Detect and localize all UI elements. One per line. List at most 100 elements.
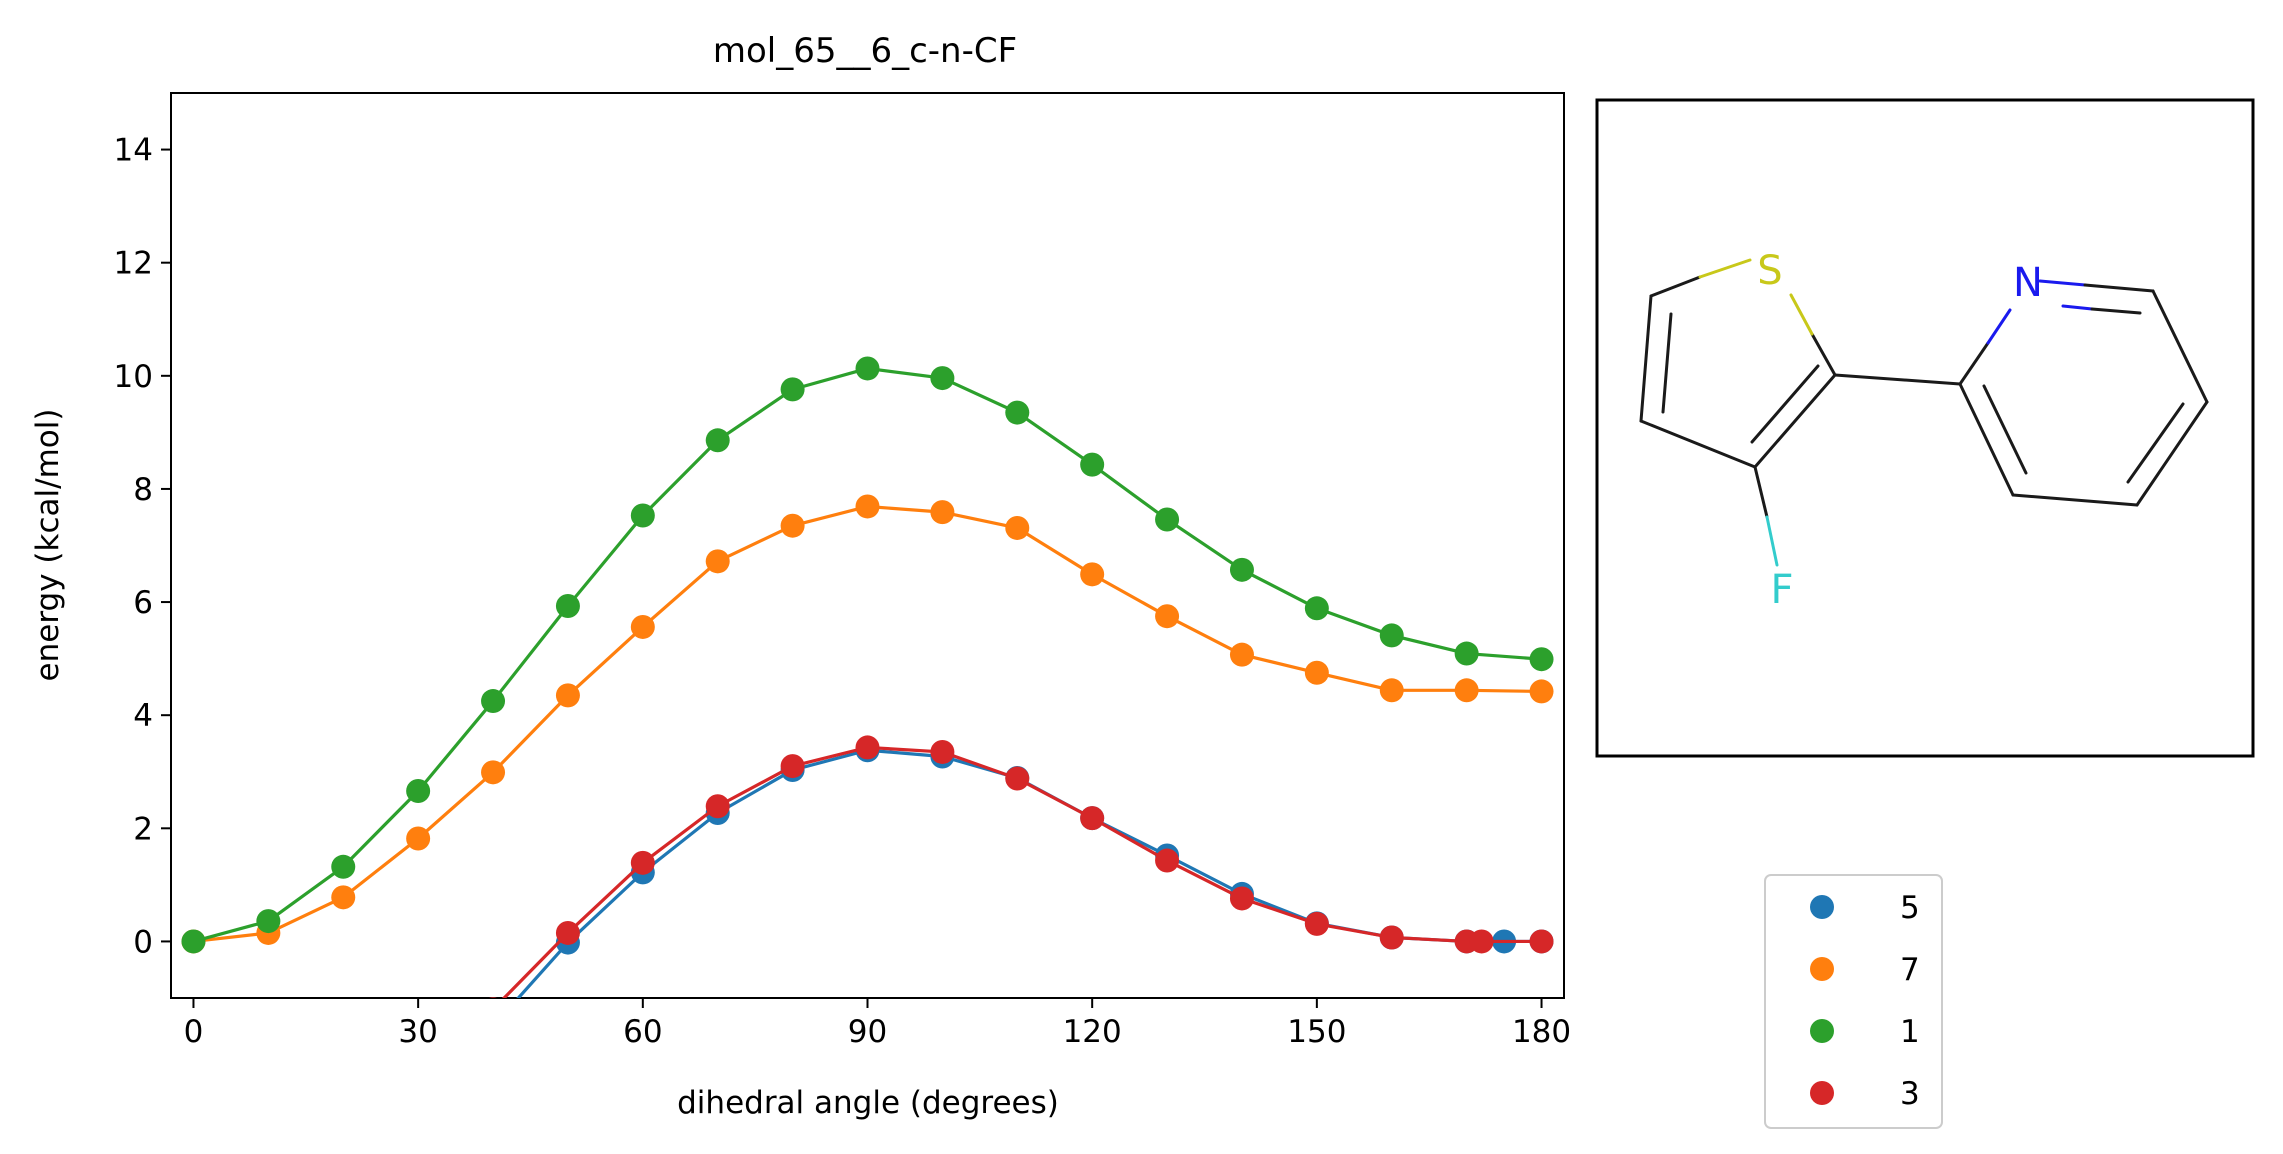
y-axis-label: energy (kcal/mol) [30,409,66,682]
y-tick-label: 10 [114,359,153,395]
y-tick-label: 14 [114,133,153,169]
y-tick-label: 8 [133,472,153,508]
atom-f-label: F [1770,567,1793,613]
data-point [331,885,356,910]
bond-n-c6-b [2083,283,2155,293]
molecule-frame [1595,98,2255,758]
data-point [1379,925,1404,950]
bond-c5p-c4p [2135,400,2209,507]
legend-marker [1810,895,1834,919]
data-point [331,854,356,879]
data-point [1005,515,1030,540]
y-tick-label: 12 [114,246,153,282]
chart-title: mol_65__6_c-n-CF [713,31,1017,71]
data-point [406,826,431,851]
y-tick-label: 0 [133,924,153,960]
data-point [1229,557,1254,582]
bond-c2-s [1810,332,1837,377]
bond-c3-f [1753,465,1769,519]
data-point [1005,766,1030,791]
bond-c5-c4 [1639,294,1653,423]
data-point [1304,596,1329,621]
y-axis: 0 2 4 6 8 10 12 14 [114,133,171,960]
bond-c5p-c4p-double [2126,402,2185,484]
data-point [1304,911,1329,936]
data-point [780,513,805,538]
legend-label: 1 [1900,1014,1920,1050]
bond-c2p-n [1958,341,1990,386]
data-point [489,997,498,998]
bond-s-c5-colored [1698,258,1752,279]
data-point [705,794,730,819]
data-point [1529,929,1554,954]
y-tick-label: 6 [133,585,153,621]
data-point [1229,642,1254,667]
data-point [930,366,955,391]
x-tick-label: 120 [1063,1014,1122,1050]
data-point [780,754,805,779]
data-point [1080,452,1105,477]
legend-label: 7 [1900,952,1920,988]
x-tick-label: 60 [623,1014,662,1050]
molecule-bonds [1639,258,2209,567]
data-point [630,503,655,528]
data-point [1080,806,1105,831]
bond-c3-c2-double [1750,364,1820,444]
data-point [181,929,206,954]
bond-c5-c4-double [1661,312,1673,414]
data-point [705,428,730,453]
y-tick-label: 4 [133,698,153,734]
data-point [1529,679,1554,704]
data-point [630,614,655,639]
bond-c4p-c3p [2011,493,2139,507]
series-3 [489,735,1554,998]
data-point [855,494,880,519]
bond-c3p-c2p-double [1982,384,2028,475]
data-point [930,739,955,764]
molecule-structure: S N F [1595,98,2255,758]
data-point [1155,848,1180,873]
data-point [481,760,506,785]
data-point [406,778,431,803]
legend-frame [1764,874,1943,1129]
data-point [1304,660,1329,685]
data-point [555,920,580,945]
data-point [855,735,880,760]
data-point [1469,929,1494,954]
data-point [1080,562,1105,587]
x-tick-label: 30 [398,1014,437,1050]
x-tick-label: 0 [184,1014,204,1050]
data-point [481,689,506,714]
data-point [1529,647,1554,672]
bond-c6-c5p [2151,289,2209,404]
data-point [1155,604,1180,629]
data-point [855,356,880,381]
data-point [705,549,730,574]
data-point [555,683,580,708]
data-point [1454,641,1479,666]
data-point [555,594,580,619]
x-tick-label: 150 [1287,1014,1346,1050]
legend-marker [1810,1081,1834,1105]
atom-s-label: S [1757,248,1782,294]
data-point [780,377,805,402]
legend: 5 7 1 3 [1764,874,1943,1129]
bond-c3-c2 [1753,373,1837,469]
legend-marker [1810,1019,1834,1043]
data-point [481,1014,505,1038]
x-axis-label: dihedral angle (degrees) [677,1085,1059,1121]
data-point [1454,678,1479,703]
bond-c2p-n-colored [1986,308,2012,345]
data-point [1005,400,1030,425]
data-point [1155,507,1180,532]
bond-n-c6-double-b [2090,307,2142,315]
x-axis: 0 30 60 90 120 150 180 [184,998,1571,1050]
bond-n-c6-double [2061,304,2094,311]
atom-n-label: N [2013,260,2043,306]
series-layer [181,356,1554,1038]
series-1 [181,356,1554,954]
legend-label: 3 [1900,1076,1920,1112]
x-tick-label: 90 [848,1014,887,1050]
legend-marker [1810,957,1834,981]
